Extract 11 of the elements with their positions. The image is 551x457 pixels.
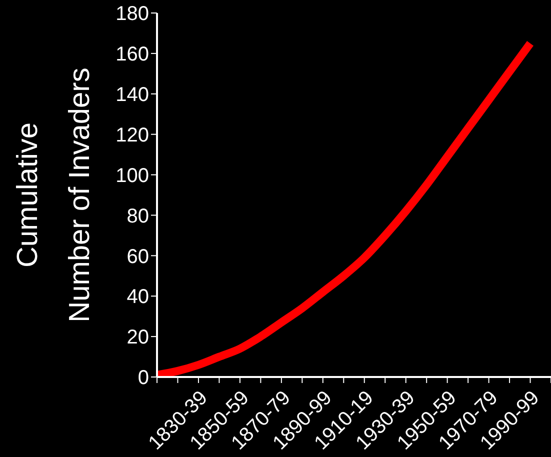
y-tick-label: 140 xyxy=(116,84,149,106)
y-tick-label: 0 xyxy=(138,367,149,390)
y-tick-label: 100 xyxy=(116,164,149,187)
y-tick-label: 20 xyxy=(126,326,149,349)
y-tick-label: 180 xyxy=(116,3,149,26)
y-tick-label: 120 xyxy=(116,124,149,146)
y-tick-label: 80 xyxy=(126,205,149,228)
y-tick-label: 40 xyxy=(126,286,149,308)
y-axis-title: Cumulative Number of Invaders xyxy=(12,68,96,322)
y-tick-label: 60 xyxy=(126,246,149,268)
y-tick-label: 160 xyxy=(116,44,149,66)
